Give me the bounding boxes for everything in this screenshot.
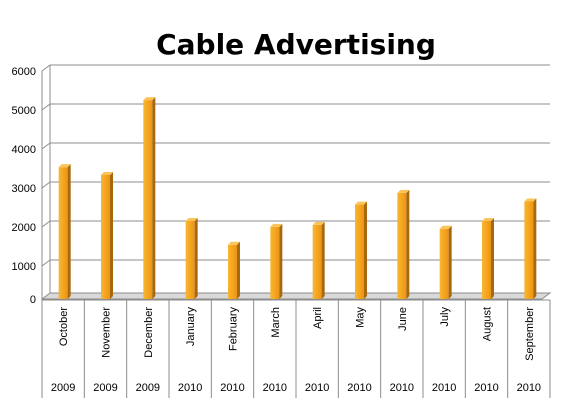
x-year-label: 2010: [474, 382, 498, 394]
bar: [355, 201, 367, 299]
bar-side: [321, 221, 325, 299]
bar-front: [397, 192, 407, 299]
bar-top: [482, 218, 494, 221]
x-axis: October 2009 November 2009 December 2009 Janua…: [41, 299, 551, 398]
bar: [439, 225, 452, 299]
bar-top: [439, 225, 452, 229]
gridlines: [41, 64, 550, 267]
x-year-label: 2010: [263, 382, 287, 394]
bar: [58, 164, 71, 299]
gridline-diagonal: [41, 259, 51, 267]
x-year-label: 2009: [93, 382, 117, 394]
bar-side: [406, 189, 410, 299]
bar-side: [237, 241, 240, 299]
y-tick-label: 5000: [12, 105, 36, 117]
y-tick-label: 6000: [12, 66, 36, 78]
bar-side: [67, 164, 71, 299]
bar-front: [482, 221, 491, 299]
bar: [185, 218, 198, 299]
y-tick-label: 4000: [12, 144, 36, 156]
bar-top: [270, 223, 283, 227]
bar: [482, 218, 494, 299]
x-tick-label: July: [439, 307, 451, 327]
bar-side: [491, 218, 494, 299]
gridline-diagonal: [41, 220, 51, 228]
bar-front: [101, 174, 110, 299]
bar-top: [101, 171, 113, 175]
x-tick-label: April: [312, 307, 324, 329]
x-year-label: 2010: [178, 382, 202, 394]
bar-front: [270, 226, 280, 299]
bar-top: [143, 97, 156, 101]
bar-top: [397, 189, 410, 193]
x-tick-label: May: [355, 307, 367, 328]
x-tick-label: December: [143, 307, 155, 358]
bar-top: [524, 198, 537, 202]
bar-top: [228, 241, 240, 245]
y-tick-label: 1000: [12, 261, 36, 273]
x-tick-label: August: [482, 307, 494, 341]
x-year-label: 2009: [136, 382, 160, 394]
x-year-label: 2010: [432, 382, 456, 394]
bar: [228, 241, 240, 299]
y-tick-label: 3000: [12, 183, 36, 195]
y-tick-label: 2000: [12, 222, 36, 234]
y-axis: 0 1000 2000 3000 4000 5000 6000: [12, 66, 43, 306]
bar-side: [194, 218, 198, 299]
x-tick-label: January: [185, 307, 197, 347]
x-year-label: 2010: [347, 382, 371, 394]
chart-title: Cable Advertising: [156, 28, 436, 61]
gridline-diagonal: [41, 103, 51, 111]
bar-front: [312, 224, 322, 299]
x-year-label: 2010: [220, 382, 244, 394]
plot-area: [40, 65, 552, 300]
bar-front: [185, 221, 195, 299]
bar-front: [524, 201, 534, 299]
y-tick-label: 0: [30, 294, 36, 306]
bar-side: [110, 171, 113, 299]
bar-front: [143, 100, 153, 299]
x-tick-label: March: [270, 307, 282, 338]
bar: [397, 189, 410, 299]
bar-side: [533, 198, 537, 299]
x-year-label: 2010: [517, 382, 541, 394]
gridline-diagonal: [41, 64, 51, 72]
x-year-label: 2009: [51, 382, 75, 394]
bar: [101, 171, 113, 299]
x-year-label: 2010: [390, 382, 414, 394]
bar-front: [228, 244, 237, 299]
bar-front: [439, 228, 449, 299]
x-tick-label: February: [228, 307, 240, 352]
bar: [143, 97, 156, 299]
x-year-label: 2010: [305, 382, 329, 394]
bar-top: [58, 164, 71, 168]
bar: [312, 221, 325, 299]
chart-floor: [40, 292, 552, 300]
x-tick-label: June: [397, 307, 409, 331]
x-tick-label: September: [524, 307, 536, 361]
bar-side: [279, 223, 283, 299]
bar-front: [355, 204, 364, 299]
bar-side: [152, 97, 156, 299]
bar-top: [185, 218, 198, 221]
bar-side: [364, 201, 367, 299]
bar-top: [312, 221, 325, 225]
bar: [524, 198, 537, 299]
x-tick-label: October: [58, 307, 70, 346]
bar-side: [448, 225, 452, 299]
gridline-diagonal: [41, 142, 51, 150]
bars: [58, 97, 537, 299]
x-tick-label: November: [101, 307, 113, 358]
gridline-diagonal: [41, 181, 51, 189]
bar-top: [355, 201, 367, 205]
bar: [270, 223, 283, 299]
bar-front: [58, 167, 68, 299]
